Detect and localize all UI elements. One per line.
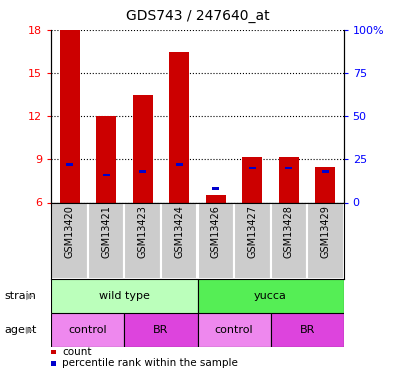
Text: yucca: yucca (254, 291, 287, 301)
Bar (279, 156, 299, 203)
Bar (88, 202, 124, 279)
Text: GSM13428: GSM13428 (284, 205, 294, 258)
Bar (285, 167, 292, 169)
Bar (139, 170, 146, 173)
Text: GSM13423: GSM13423 (138, 205, 148, 258)
Bar (242, 156, 262, 203)
Bar (96, 116, 116, 202)
Bar (51, 313, 124, 347)
Text: agent: agent (4, 325, 36, 335)
Bar (60, 30, 80, 202)
Text: wild type: wild type (99, 291, 150, 301)
Bar (249, 167, 256, 169)
Text: ▶: ▶ (26, 325, 33, 335)
Text: strain: strain (4, 291, 36, 301)
Text: GSM13421: GSM13421 (101, 205, 111, 258)
Bar (198, 313, 271, 347)
Bar (206, 195, 226, 202)
Text: percentile rank within the sample: percentile rank within the sample (62, 358, 238, 368)
Text: GSM13429: GSM13429 (320, 205, 330, 258)
Bar (234, 202, 271, 279)
Bar (133, 95, 153, 202)
Bar (169, 52, 189, 202)
Text: GSM13420: GSM13420 (65, 205, 75, 258)
Bar (51, 279, 198, 313)
Bar (103, 174, 110, 176)
Text: BR: BR (299, 325, 315, 335)
Bar (198, 279, 344, 313)
Text: BR: BR (153, 325, 169, 335)
Text: GSM13424: GSM13424 (174, 205, 184, 258)
Bar (271, 313, 344, 347)
Text: control: control (215, 325, 253, 335)
Bar (271, 202, 307, 279)
Bar (212, 188, 219, 190)
Bar (175, 163, 183, 166)
Bar (307, 202, 344, 279)
Text: control: control (69, 325, 107, 335)
Text: GDS743 / 247640_at: GDS743 / 247640_at (126, 9, 269, 23)
Bar (198, 202, 234, 279)
Bar (315, 166, 335, 202)
Bar (124, 313, 198, 347)
Text: GSM13426: GSM13426 (211, 205, 221, 258)
Text: ▶: ▶ (26, 291, 33, 301)
Text: count: count (62, 347, 92, 357)
Text: GSM13427: GSM13427 (247, 205, 257, 258)
Bar (51, 202, 88, 279)
Bar (66, 163, 73, 166)
Bar (124, 202, 161, 279)
Bar (322, 170, 329, 173)
Bar (161, 202, 198, 279)
